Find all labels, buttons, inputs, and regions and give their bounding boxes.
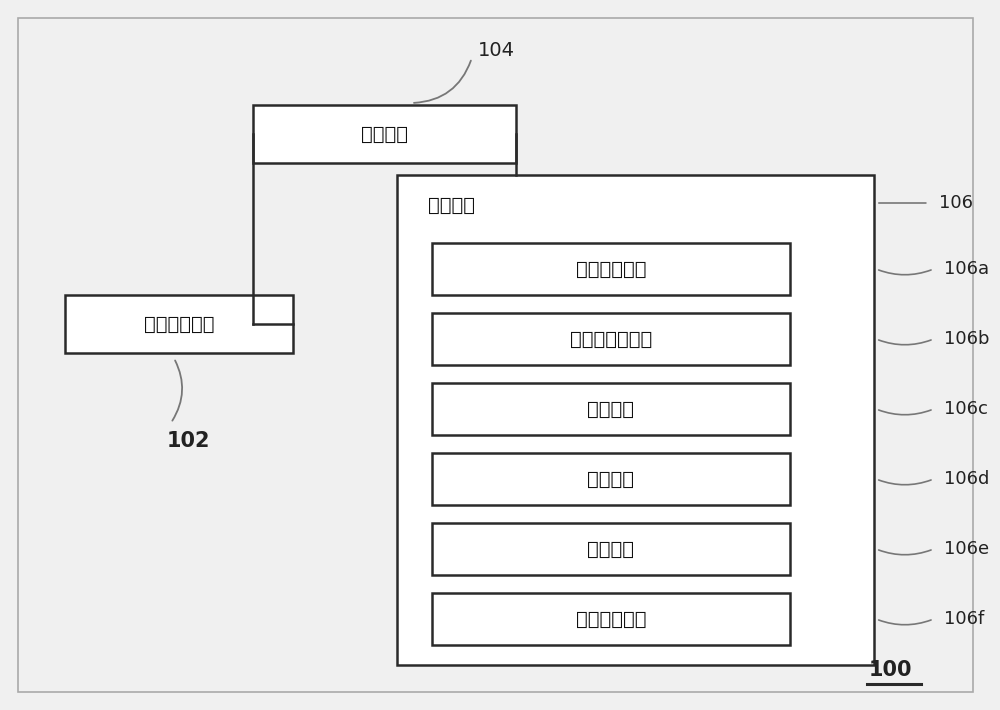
Text: 106: 106 xyxy=(939,194,973,212)
Bar xyxy=(432,243,790,295)
Text: 102: 102 xyxy=(167,431,210,451)
Bar xyxy=(432,453,790,505)
Text: 存储单元: 存储单元 xyxy=(428,195,475,214)
Text: 106d: 106d xyxy=(944,470,989,488)
Text: 106f: 106f xyxy=(944,610,984,628)
Text: 发布模块: 发布模块 xyxy=(587,400,634,418)
Bar xyxy=(253,105,516,163)
Text: 106e: 106e xyxy=(944,540,989,558)
Text: 106b: 106b xyxy=(944,330,989,348)
Bar xyxy=(432,313,790,365)
Text: 验证模块: 验证模块 xyxy=(587,540,634,559)
Text: 104: 104 xyxy=(478,40,515,60)
Text: 难度调整模块: 难度调整模块 xyxy=(576,609,646,628)
Text: 接收模块: 接收模块 xyxy=(587,469,634,488)
Text: 交易判断模块: 交易判断模块 xyxy=(576,259,646,278)
Bar xyxy=(397,175,874,665)
Bar xyxy=(65,295,293,353)
Text: 处理单元: 处理单元 xyxy=(361,124,408,143)
Text: 网络通信接口: 网络通信接口 xyxy=(144,315,214,334)
Text: 100: 100 xyxy=(869,660,913,680)
Bar xyxy=(432,383,790,435)
Text: 106c: 106c xyxy=(944,400,987,418)
Text: 工作量证明模块: 工作量证明模块 xyxy=(570,329,652,349)
Text: 106a: 106a xyxy=(944,260,989,278)
Bar xyxy=(432,523,790,575)
Bar xyxy=(432,593,790,645)
